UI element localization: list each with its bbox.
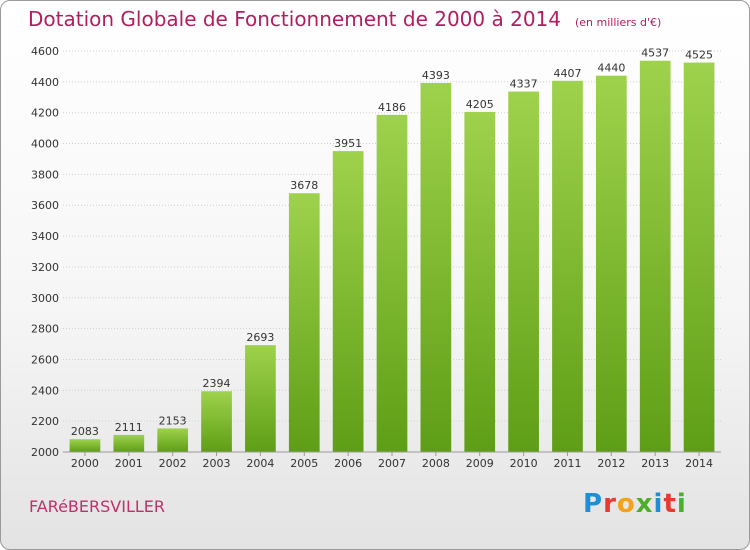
value-label-2012: 4440 <box>597 62 625 75</box>
x-tick-label-2013: 2013 <box>641 457 669 470</box>
y-axis: 2000 2200 2400 2600 2800 3000 3200 3400 3600 3800… <box>31 45 59 459</box>
logo-letter: P <box>583 489 604 519</box>
y-tick-label: 4400 <box>31 76 59 89</box>
y-tick-label: 3800 <box>31 168 59 181</box>
x-tick-label-2005: 2005 <box>290 457 318 470</box>
x-tick-label-2012: 2012 <box>597 457 625 470</box>
x-axis: 2000 2001 2002 2003 2004 2005 2006 2007 2008 2009… <box>63 451 721 470</box>
value-label-2011: 4407 <box>553 67 581 80</box>
bar-2000 <box>69 439 101 452</box>
bar-2011 <box>552 80 583 452</box>
y-tick-label: 3200 <box>31 261 59 274</box>
x-tick-label-2010: 2010 <box>510 457 538 470</box>
value-label-2010: 4337 <box>510 78 538 91</box>
chart-title: Dotation Globale de Fonctionnement de 20… <box>28 7 661 31</box>
logo-letter: r <box>603 489 617 519</box>
bar-2001 <box>113 434 145 452</box>
x-tick-label-2009: 2009 <box>466 457 494 470</box>
commune-name: FARéBERSVILLER <box>29 497 165 516</box>
y-tick-label: 3400 <box>31 230 59 243</box>
y-tick-label: 2400 <box>31 384 59 397</box>
x-tick-label-2014: 2014 <box>685 457 713 470</box>
bar-2014 <box>683 62 715 452</box>
value-label-2014: 4525 <box>685 49 713 62</box>
logo-letter: t <box>663 489 677 519</box>
logo-letter: o <box>616 489 636 519</box>
bar-2012 <box>595 75 627 452</box>
value-label-2006: 3951 <box>334 137 362 150</box>
value-label-2003: 2394 <box>203 377 231 390</box>
bar-2003 <box>201 391 232 452</box>
value-label-2009: 4205 <box>466 98 494 111</box>
bars: 2083 2111 2153 2394 2693 3678 3951 4186 4393 4205… <box>69 47 715 453</box>
value-label-2002: 2153 <box>159 414 187 427</box>
bar-2008 <box>420 82 452 452</box>
value-label-2000: 2083 <box>71 425 99 438</box>
value-label-2004: 2693 <box>246 331 274 344</box>
bar-2013 <box>639 60 671 452</box>
y-tick-label: 4200 <box>31 107 59 120</box>
bar-2010 <box>508 91 539 453</box>
bar-2006 <box>332 151 364 452</box>
bar-2005 <box>288 193 320 452</box>
y-tick-label: 3600 <box>31 199 59 212</box>
y-tick-label: 2200 <box>31 415 59 428</box>
y-tick-label: 2600 <box>31 353 59 366</box>
bar-2002 <box>157 428 189 452</box>
x-tick-label-2003: 2003 <box>203 457 231 470</box>
y-tick-label: 2000 <box>31 446 59 459</box>
logo-letter: i <box>676 489 687 519</box>
value-label-2007: 4186 <box>378 101 406 114</box>
bar-2004 <box>245 345 276 452</box>
y-tick-label: 4600 <box>31 45 59 58</box>
y-tick-label: 2800 <box>31 323 59 336</box>
y-tick-label: 3000 <box>31 292 59 305</box>
chart-title-text: Dotation Globale de Fonctionnement de 20… <box>28 7 561 31</box>
y-tick-label: 4000 <box>31 138 59 151</box>
chart-subtitle: (en milliers d'€) <box>575 16 662 29</box>
bar-2007 <box>376 114 408 453</box>
x-tick-label-2011: 2011 <box>553 457 581 470</box>
value-label-2001: 2111 <box>115 421 143 434</box>
x-tick-label-2008: 2008 <box>422 457 450 470</box>
x-tick-label-2004: 2004 <box>246 457 274 470</box>
x-tick-label-2006: 2006 <box>334 457 362 470</box>
value-label-2008: 4393 <box>422 69 450 82</box>
logo-letter: x <box>635 489 654 519</box>
value-label-2005: 3678 <box>290 179 318 192</box>
proxiti-logo: Proxiti <box>583 489 687 519</box>
x-tick-label-2000: 2000 <box>71 457 99 470</box>
bar-2009 <box>464 111 496 453</box>
value-label-2013: 4537 <box>641 47 669 60</box>
x-tick-label-2002: 2002 <box>159 457 187 470</box>
x-tick-label-2001: 2001 <box>115 457 143 470</box>
x-tick-label-2007: 2007 <box>378 457 406 470</box>
logo-letter: i <box>653 489 664 519</box>
